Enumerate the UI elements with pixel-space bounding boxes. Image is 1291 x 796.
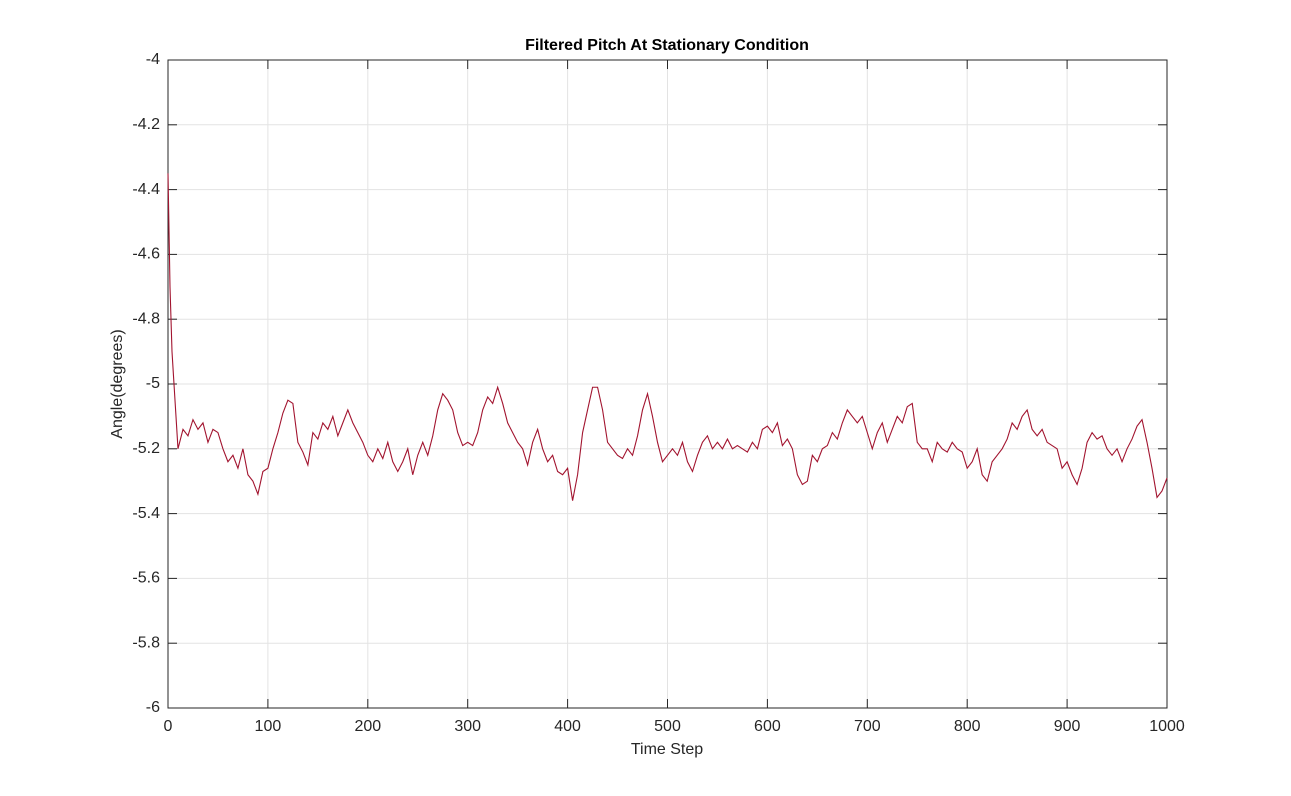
x-tick-label: 700 [854, 718, 881, 735]
x-tick-label: 400 [554, 718, 581, 735]
y-tick-label: -4.4 [132, 181, 160, 198]
x-tick-label: 0 [164, 718, 173, 735]
data-line [167, 173, 1168, 501]
y-tick-label: -5 [146, 375, 160, 392]
y-tick-label: -5.2 [132, 440, 160, 457]
x-tick-label: 500 [654, 718, 681, 735]
y-tick-label: -5.4 [132, 505, 160, 522]
y-tick-label: -4.6 [132, 246, 160, 263]
x-tick-label: 800 [954, 718, 981, 735]
y-tick-label: -4.2 [132, 116, 160, 133]
y-tick-label: -5.8 [132, 634, 160, 651]
plot-frame [167, 59, 1168, 709]
y-axis-label: Angle(degrees) [109, 329, 126, 438]
x-tick-label: 200 [354, 718, 381, 735]
x-tick-label: 100 [255, 718, 282, 735]
chart-title: Filtered Pitch At Stationary Condition [525, 37, 809, 54]
x-tick-label: 300 [454, 718, 481, 735]
x-tick-label: 1000 [1149, 718, 1185, 735]
x-tick-label: 600 [754, 718, 781, 735]
y-tick-label: -6 [146, 699, 160, 716]
x-axis-label: Time Step [631, 741, 703, 758]
x-tick-label: 900 [1054, 718, 1081, 735]
y-tick-label: -5.6 [132, 570, 160, 587]
y-tick-label: -4.8 [132, 310, 160, 327]
y-tick-label: -4 [146, 51, 160, 68]
